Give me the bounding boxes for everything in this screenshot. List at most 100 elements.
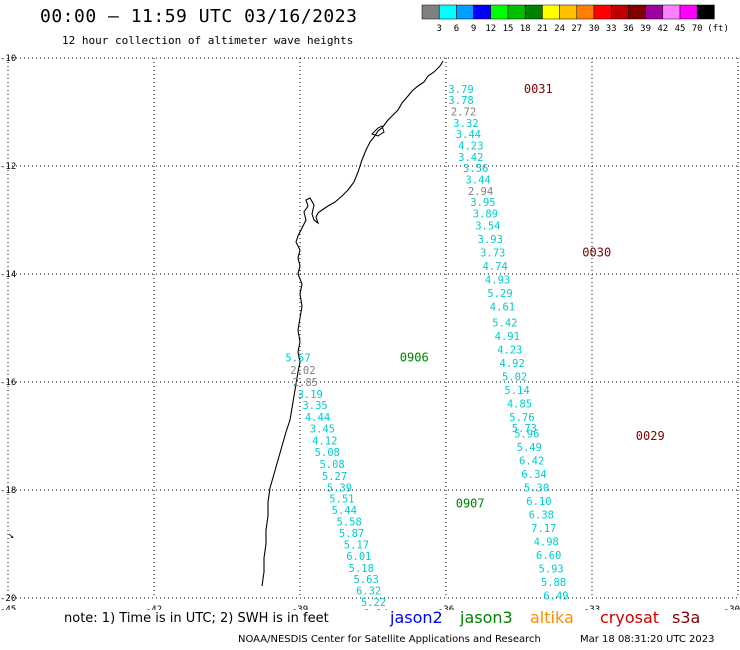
swh-value: 5.08 (319, 459, 344, 471)
wave-height-map: -45 -42 -39 -36 -33 -30 -10 -12 -14 -16 -18 -20 3.7… (0, 54, 740, 610)
satellite-legend-s3a: s3a (672, 608, 701, 627)
swh-value: 5.44 (332, 505, 357, 517)
swh-value: 4.93 (485, 274, 510, 286)
track-time-label: 0906 (400, 351, 429, 365)
footnote: note: 1) Time is in UTC; 2) SWH is in fe… (64, 611, 329, 626)
swh-value: 2.02 (290, 365, 315, 377)
colorbar-legend: 3 6 9 12 15 18 21 24 27 30 33 36 39 42 45 70 (ft) (421, 4, 729, 34)
colorbar-swatch (696, 4, 715, 20)
swh-value: 4.61 (490, 301, 515, 313)
swh-value: 5.73 (512, 423, 537, 435)
credit-line: NOAA/NESDIS Center for Satellite Applica… (238, 634, 541, 645)
swh-value: 3.42 (458, 152, 483, 164)
swh-value: 5.76 (509, 412, 534, 424)
swh-value: 3.95 (470, 197, 495, 209)
colorbar-label: 9 (471, 24, 476, 34)
swh-value: 3.44 (465, 175, 490, 187)
track-time-label: 0031 (524, 82, 553, 96)
swh-value: 4.23 (458, 140, 483, 152)
x-tick-label: -30 (724, 605, 740, 610)
swh-value: 5.29 (487, 288, 512, 300)
colorbar-label: 18 (520, 24, 531, 34)
swh-value: 4.98 (534, 536, 559, 548)
swh-value: 6.32 (356, 585, 381, 597)
swh-value: 3.54 (475, 220, 500, 232)
swh-value: 4.74 (483, 261, 508, 273)
swh-value: 4.12 (312, 435, 337, 447)
swh-value: 5.08 (315, 447, 340, 459)
swh-value: 6.01 (346, 551, 371, 563)
satellite-legend-jason3: jason3 (460, 608, 513, 627)
track-time-label: 0029 (636, 429, 665, 443)
generation-timestamp: Mar 18 08:31:20 UTC 2023 (580, 634, 715, 645)
swh-value: 5.42 (492, 318, 517, 330)
swh-value: 5.49 (517, 442, 542, 454)
swh-value: 3.44 (456, 129, 481, 141)
track-data-labels: 3.793.782.723.323.444.233.423.563.442.94… (285, 82, 664, 610)
swh-value: 5.17 (344, 540, 369, 552)
x-tick-label: -42 (146, 605, 162, 610)
swh-value: 2.72 (451, 106, 476, 118)
track-time-label: 0030 (582, 245, 611, 259)
swh-value: 5.14 (504, 385, 529, 397)
swh-value: 6.49 (543, 590, 568, 602)
swh-value: 5.18 (349, 563, 374, 575)
colorbar-label: 3 (436, 24, 441, 34)
swh-value: 6.34 (521, 469, 546, 481)
axis-tick-labels: -45 -42 -39 -36 -33 -30 -10 -12 -14 -16 -18 -20 (0, 54, 740, 610)
swh-value: 4.92 (500, 358, 525, 370)
colorbar-label: 21 (537, 24, 548, 34)
swh-value: 5.63 (354, 574, 379, 586)
swh-value: 6.60 (536, 550, 561, 562)
x-tick-label: -36 (438, 605, 454, 610)
y-tick-label: -20 (0, 594, 16, 604)
colorbar-label: 70 (692, 24, 703, 34)
swh-value: 5.22 (361, 597, 386, 609)
satellite-legend-altika: altika (530, 608, 574, 627)
swh-value: 2.85 (293, 377, 318, 389)
swh-value: 4.23 (497, 345, 522, 357)
swh-value: 5.51 (329, 494, 354, 506)
colorbar-label: 6 (454, 24, 459, 34)
swh-value: 3.89 (473, 209, 498, 221)
swh-value: 4.85 (507, 399, 532, 411)
swh-value: 5.02 (502, 372, 527, 384)
swh-value: 3.78 (448, 95, 473, 107)
y-tick-label: -18 (0, 486, 16, 496)
coast-island (371, 125, 385, 137)
colorbar-label: 36 (623, 24, 634, 34)
swh-value: 3.35 (302, 400, 327, 412)
swh-value: 6.42 (519, 455, 544, 467)
colorbar-label: 15 (503, 24, 514, 34)
swh-value: 3.45 (310, 423, 335, 435)
swh-value: 5.39 (327, 482, 352, 494)
colorbar-label: 42 (657, 24, 668, 34)
swh-value: 5.93 (538, 563, 563, 575)
colorbar-label: 24 (554, 24, 565, 34)
swh-value: 3.32 (453, 118, 478, 130)
page-title: 00:00 – 11:59 UTC 03/16/2023 (40, 6, 358, 27)
colorbar-label: 27 (571, 24, 582, 34)
swh-value: 6.38 (529, 509, 554, 521)
y-tick-label: -12 (0, 162, 16, 172)
swh-value: 3.93 (478, 234, 503, 246)
track-time-label: 0907 (456, 497, 485, 511)
y-tick-label: -16 (0, 378, 16, 388)
swh-value: 6.10 (526, 496, 551, 508)
satellite-legend-jason2: jason2 (390, 608, 443, 627)
colorbar-label: 39 (640, 24, 651, 34)
swh-value: 3.73 (480, 247, 505, 259)
colorbar-label: 45 (675, 24, 686, 34)
swh-value: 5.96 (514, 428, 539, 440)
swh-value: 5.30 (524, 482, 549, 494)
swh-value: 3.19 (298, 389, 323, 401)
swh-value: 2.94 (468, 186, 493, 198)
y-tick-label: -10 (0, 54, 16, 64)
x-tick-label: -33 (584, 605, 600, 610)
y-tick-label: -14 (0, 270, 16, 280)
x-tick-label: -45 (0, 605, 16, 610)
x-tick-label: -39 (292, 605, 308, 610)
swh-value: 5.58 (337, 516, 362, 528)
colorbar-label: 33 (606, 24, 617, 34)
